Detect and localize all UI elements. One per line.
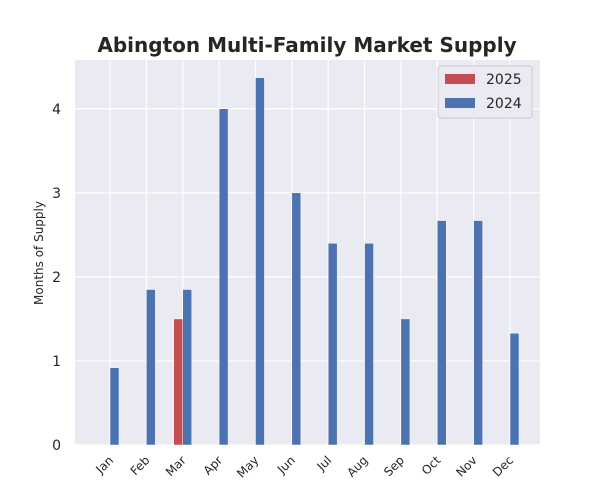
y-tick-label: 2 <box>52 270 61 286</box>
y-tick-label: 4 <box>52 102 61 118</box>
x-tick-label: Jan <box>92 453 116 477</box>
x-axis-ticks: Jan Feb Mar Apr May Jun Jul Aug Sep Oct Nov Dec <box>92 453 516 481</box>
legend-label-2024: 2024 <box>486 96 522 112</box>
bar-2024-sep <box>400 318 411 446</box>
bar-2024-apr <box>218 108 229 446</box>
bar-2024-jul <box>327 243 338 446</box>
x-tick-label: Dec <box>490 453 516 479</box>
bar-2024-mar <box>182 289 192 446</box>
legend: 2025 2024 <box>437 65 533 119</box>
x-tick-label: Jul <box>313 453 334 474</box>
y-axis-ticks: 0 1 2 3 4 <box>52 102 61 454</box>
x-tick-label: Mar <box>163 453 189 479</box>
y-axis-label: Months of Supply <box>32 201 46 305</box>
bar-2024-aug <box>364 243 374 446</box>
x-tick-label: Jun <box>274 453 298 477</box>
bar-2024-nov <box>473 220 483 446</box>
x-tick-label: Feb <box>128 453 153 478</box>
bar-2024-jan <box>109 367 120 446</box>
y-tick-label: 0 <box>52 438 61 454</box>
legend-swatch-2024 <box>445 98 475 108</box>
bar-2024-may <box>255 77 265 446</box>
x-tick-label: Nov <box>453 453 479 479</box>
legend-swatch-2025 <box>445 74 475 84</box>
x-tick-label: Apr <box>201 453 226 478</box>
bar-2025-mar <box>173 318 183 446</box>
bar-2024-dec <box>509 332 520 446</box>
legend-label-2025: 2025 <box>486 72 522 88</box>
bar-2024-jun <box>291 192 302 446</box>
x-tick-label: Sep <box>381 453 407 479</box>
y-tick-label: 1 <box>52 354 61 370</box>
bar-2024-feb <box>146 289 156 446</box>
x-tick-label: May <box>234 453 261 480</box>
bar-2024-oct <box>437 220 447 446</box>
chart-title: Abington Multi-Family Market Supply <box>97 33 516 57</box>
x-tick-label: Aug <box>344 453 370 479</box>
x-tick-label: Oct <box>419 453 444 478</box>
y-tick-label: 3 <box>52 186 61 202</box>
bars <box>109 77 520 446</box>
